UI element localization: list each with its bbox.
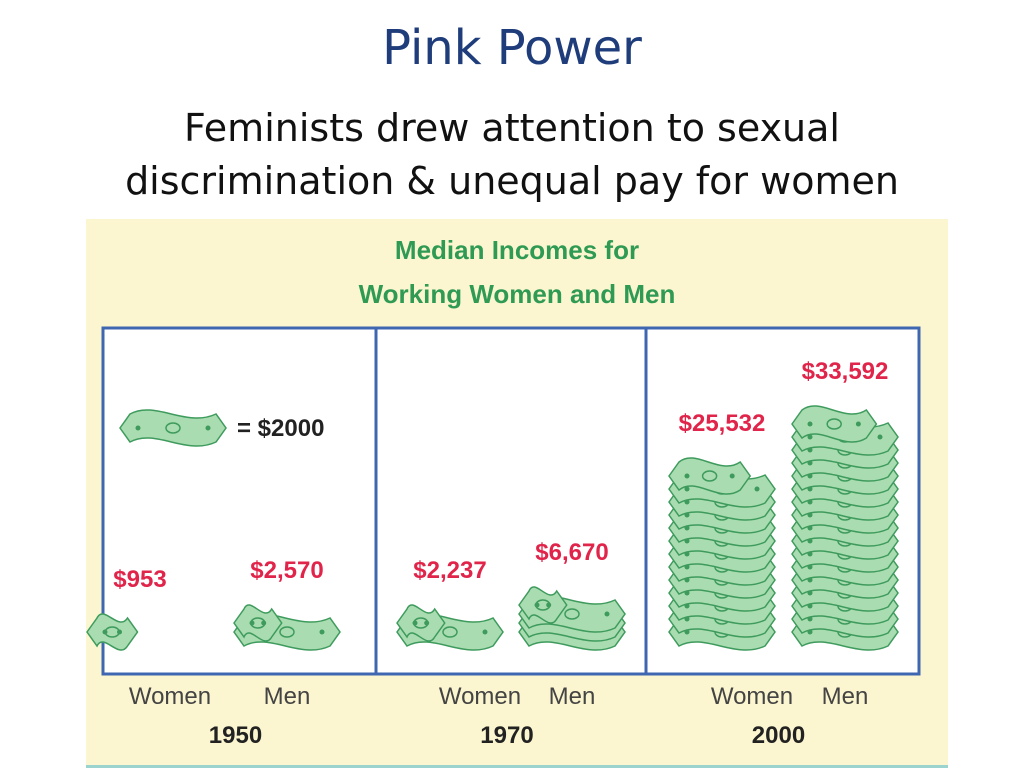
value-label-women-1950: $953: [113, 566, 167, 593]
bill: [518, 586, 568, 624]
category-label-women-2000: Women: [710, 683, 794, 710]
bar-women-1950: [86, 613, 139, 651]
year-label-1950: 1950: [208, 722, 263, 749]
value-label-women-2000: $25,532: [678, 410, 766, 437]
bar-women-1970: [396, 604, 504, 651]
category-label-men-1950: Men: [263, 683, 311, 710]
chart-title-line-1: Median Incomes for: [394, 235, 640, 265]
subtitle-line-1: Feminists drew attention to sexual: [184, 106, 840, 150]
dollar-bill-icon: [119, 409, 227, 447]
value-label-men-1970: $6,670: [535, 539, 609, 566]
slide-subtitle: Feminists drew attention to sexual discr…: [0, 102, 1024, 208]
bar-women-2000: [668, 457, 776, 651]
category-label-men-2000: Men: [821, 683, 869, 710]
bill: [86, 613, 139, 651]
chart-title-line-2: Working Women and Men: [358, 279, 676, 309]
value-label-women-1970: $2,237: [413, 557, 487, 584]
bar-men-1970: [518, 586, 626, 651]
bill: [791, 405, 878, 443]
bill: [233, 604, 283, 642]
bar-men-1950: [233, 604, 341, 651]
category-label-women-1950: Women: [128, 683, 212, 710]
value-label-men-2000: $33,592: [801, 358, 889, 385]
year-label-1970: 1970: [480, 722, 534, 749]
value-label-men-1950: $2,570: [250, 557, 324, 584]
year-label-2000: 2000: [751, 722, 806, 749]
bill: [668, 457, 752, 495]
category-label-women-1970: Women: [438, 683, 522, 710]
chart-title: Median Incomes for Working Women and Men: [86, 228, 948, 316]
legend-text: = $2000: [237, 415, 325, 442]
bill: [396, 604, 446, 642]
subtitle-line-2: discrimination & unequal pay for women: [125, 159, 899, 204]
category-label-men-1970: Men: [548, 683, 596, 710]
chart-panel-edge: [86, 765, 948, 768]
legend-bill: [119, 409, 227, 447]
slide-title: Pink Power: [382, 20, 642, 76]
bill-stacks: [86, 405, 899, 651]
bar-men-2000: [791, 405, 899, 651]
